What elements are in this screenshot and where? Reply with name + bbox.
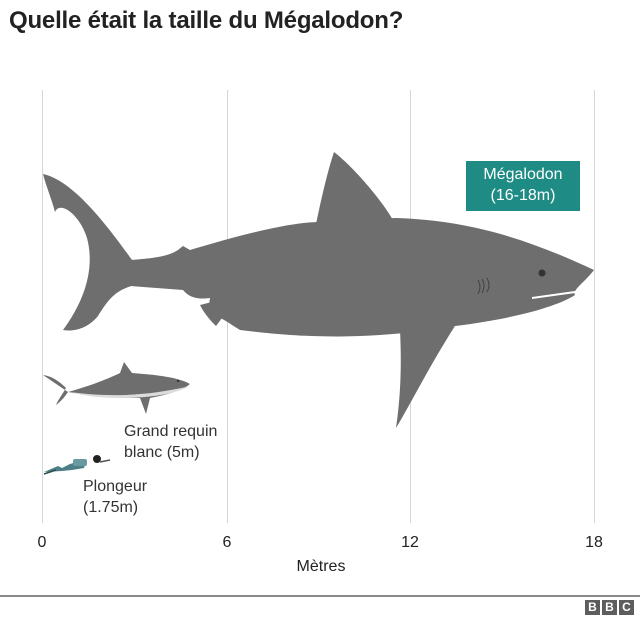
megalodon-label: Mégalodon (16-18m) [466, 161, 580, 211]
gridline-18 [594, 90, 595, 523]
white-shark-name: Grand requin [124, 423, 218, 440]
megalodon-shark-icon [43, 152, 594, 428]
megalodon-name: Mégalodon [483, 166, 563, 183]
megalodon-size: (16-18m) [490, 187, 556, 204]
diver-name: Plongeur [83, 478, 148, 495]
gridline-0 [42, 90, 43, 523]
diver-size: (1.75m) [83, 499, 139, 516]
white-shark-label: Grand requin blanc (5m) [124, 421, 217, 463]
white-shark-icon [43, 362, 190, 414]
x-tick-6: 6 [222, 534, 232, 551]
white-shark-size: blanc (5m) [124, 444, 200, 461]
diver-label: Plongeur (1.75m) [83, 476, 147, 518]
x-tick-18: 18 [585, 534, 603, 551]
x-tick-0: 0 [37, 534, 47, 551]
bbc-logo-letter: B [585, 600, 600, 615]
mouth-icon [531, 291, 576, 299]
chart-title: Quelle était la taille du Mégalodon? [9, 7, 404, 34]
bbc-logo-letter: B [602, 600, 617, 615]
bbc-logo-letter: C [619, 600, 634, 615]
diver-icon [43, 455, 111, 475]
footer-divider [0, 595, 640, 597]
x-axis-label: Mètres [296, 558, 346, 575]
gills-icon [477, 277, 490, 295]
x-tick-12: 12 [401, 534, 419, 551]
eye-icon [538, 269, 546, 277]
bbc-logo: B B C [585, 600, 634, 615]
